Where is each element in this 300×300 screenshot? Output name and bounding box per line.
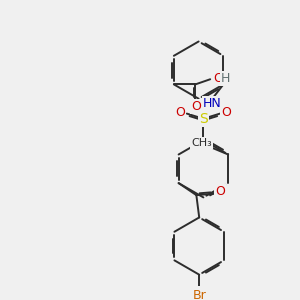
Text: H: H — [221, 72, 231, 85]
Text: S: S — [199, 112, 208, 126]
Text: CH₃: CH₃ — [191, 138, 212, 148]
Text: O: O — [213, 72, 223, 85]
Text: O: O — [215, 185, 225, 199]
Text: O: O — [176, 106, 185, 119]
Text: O: O — [221, 106, 231, 119]
Text: Br: Br — [192, 289, 206, 300]
Text: O: O — [191, 100, 201, 113]
Text: HN: HN — [202, 97, 221, 110]
